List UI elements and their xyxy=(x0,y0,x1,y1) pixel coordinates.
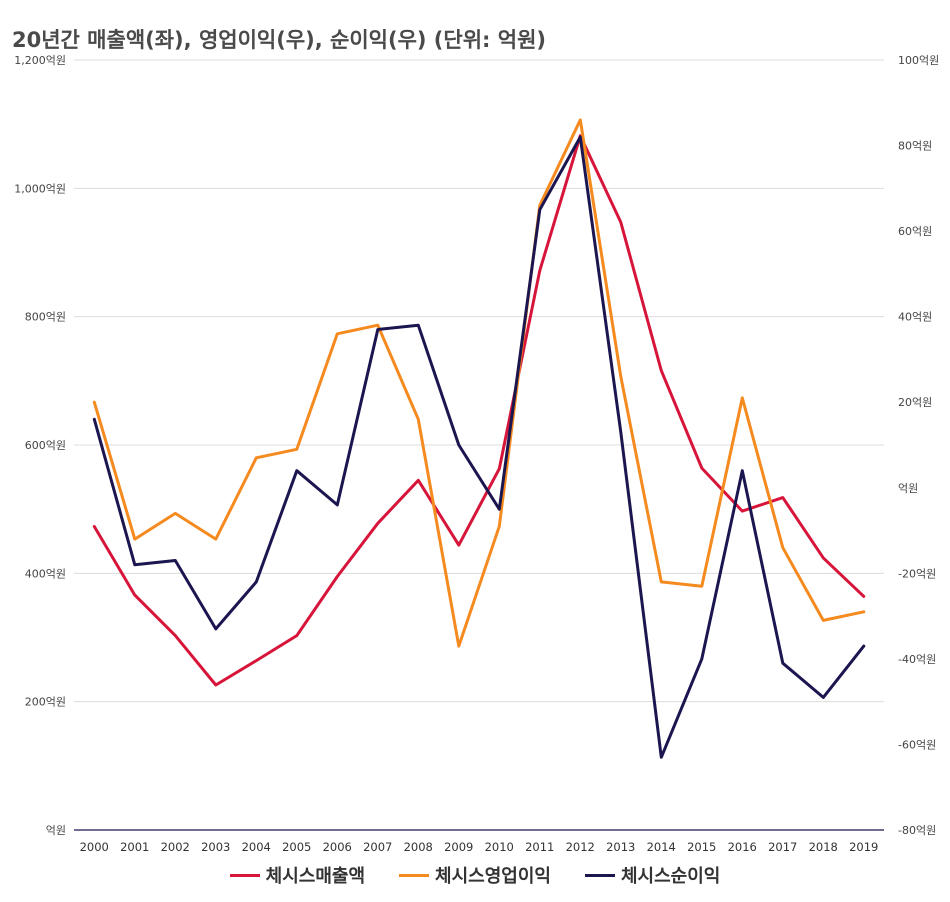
right-axis-tick-label: 60억원 xyxy=(898,225,932,238)
legend-item-2: 체시스영업이익 xyxy=(399,862,551,888)
right-axis-tick-label: 100억원 xyxy=(898,54,939,67)
chart-plot: 억원 200억원 400억원 600억원 800억원 1,000억원 1,200억원 -80억… xyxy=(14,54,939,854)
x-axis-tick-label: 2014 xyxy=(647,840,676,854)
legend-label: 체시스매출액 xyxy=(265,866,366,887)
series-line-1 xyxy=(92,134,866,687)
x-axis-tick-label: 2005 xyxy=(282,840,311,854)
left-axis-tick-label: 800억원 xyxy=(25,311,66,324)
x-axis-tick-label: 2017 xyxy=(768,840,797,854)
legend-item-1: 체시스매출액 xyxy=(229,862,366,888)
left-axis-tick-label: 1,000억원 xyxy=(14,182,66,195)
chart-title: 20년간 매출액(좌), 영업이익(우), 순이익(우) (단위: 억원) xyxy=(12,28,546,52)
legend-label: 체시스영업이익 xyxy=(435,866,551,887)
legend-swatch xyxy=(229,873,260,877)
right-axis-tick-label: 억원 xyxy=(898,482,918,495)
x-axis-tick-label: 2006 xyxy=(323,840,352,854)
right-axis-tick-label: -40억원 xyxy=(898,653,936,666)
x-axis-tick-label: 2013 xyxy=(606,840,635,854)
x-axis-tick-label: 2004 xyxy=(242,840,271,854)
left-axis-tick-label: 600억원 xyxy=(25,439,66,452)
right-axis-tick-label: -60억원 xyxy=(898,738,936,751)
x-axis-tick-label: 2007 xyxy=(363,840,392,854)
x-axis-tick-label: 2019 xyxy=(849,840,878,854)
x-axis-tick-label: 2002 xyxy=(161,840,190,854)
right-axis-tick-label: -80억원 xyxy=(898,824,936,837)
x-axis-tick-label: 2011 xyxy=(525,840,554,854)
series-line-2 xyxy=(92,118,866,648)
right-axis-tick-label: 80억원 xyxy=(898,140,932,153)
legend-label: 체시스순이익 xyxy=(620,866,721,887)
chart-legend: 체시스매출액 체시스영업이익 체시스순이익 xyxy=(0,862,950,888)
x-axis-tick-label: 2018 xyxy=(809,840,838,854)
x-axis-tick-label: 2000 xyxy=(80,840,109,854)
x-axis-tick-label: 2003 xyxy=(201,840,230,854)
x-axis-tick-label: 2016 xyxy=(728,840,757,854)
series-line-3 xyxy=(92,135,866,759)
x-axis-tick-label: 2001 xyxy=(120,840,149,854)
right-axis-tick-label: 40억원 xyxy=(898,311,932,324)
left-axis-tick-label: 200억원 xyxy=(25,696,66,709)
legend-swatch xyxy=(584,873,615,877)
legend-item-3: 체시스순이익 xyxy=(584,862,721,888)
left-axis-tick-label: 400억원 xyxy=(25,567,66,580)
x-axis-tick-label: 2008 xyxy=(404,840,433,854)
left-axis-tick-label: 1,200억원 xyxy=(14,54,66,67)
x-axis-tick-label: 2015 xyxy=(687,840,716,854)
x-axis-tick-label: 2010 xyxy=(485,840,514,854)
left-axis-tick-label: 억원 xyxy=(46,824,66,837)
legend-swatch xyxy=(399,873,430,877)
right-axis-tick-label: -20억원 xyxy=(898,567,936,580)
x-axis-tick-label: 2012 xyxy=(566,840,595,854)
right-axis-tick-label: 20억원 xyxy=(898,396,932,409)
x-axis-tick-label: 2009 xyxy=(444,840,473,854)
